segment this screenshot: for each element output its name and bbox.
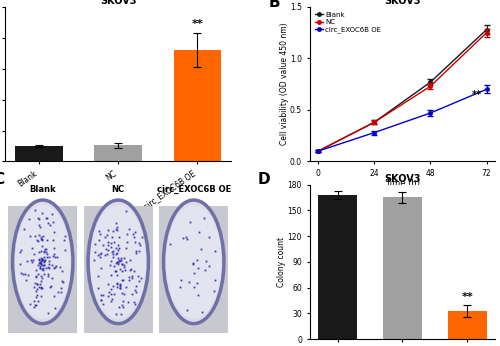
FancyBboxPatch shape	[8, 206, 78, 333]
Blank	[484, 27, 490, 31]
Bar	[174, 50, 221, 162]
circ_EXOC6B OE	[372, 130, 378, 135]
Blank	[372, 120, 378, 124]
NC	[315, 149, 321, 153]
Bar	[383, 198, 422, 339]
Bar	[94, 145, 142, 162]
Text: **: **	[192, 19, 203, 29]
Text: Blank: Blank	[30, 185, 56, 194]
Blank	[428, 80, 434, 84]
Text: **: **	[462, 292, 473, 302]
Title: SKOV3: SKOV3	[384, 174, 420, 184]
Y-axis label: Colony count: Colony count	[277, 237, 286, 287]
Circle shape	[90, 205, 146, 319]
FancyBboxPatch shape	[84, 206, 153, 333]
NC	[428, 84, 434, 88]
Text: circ_EXOC6B OE: circ_EXOC6B OE	[156, 185, 231, 194]
Bar	[448, 311, 486, 339]
Bar	[16, 146, 63, 162]
NC	[372, 120, 378, 124]
Text: NC: NC	[112, 185, 125, 194]
Text: D: D	[258, 172, 270, 187]
Text: **: **	[472, 90, 482, 100]
FancyBboxPatch shape	[159, 206, 228, 333]
Blank	[315, 149, 321, 153]
Circle shape	[166, 205, 222, 319]
circ_EXOC6B OE	[315, 149, 321, 153]
Circle shape	[12, 200, 73, 324]
NC	[484, 30, 490, 35]
X-axis label: Time (h): Time (h)	[385, 180, 420, 189]
Legend: Blank, NC, circ_EXOC6B OE: Blank, NC, circ_EXOC6B OE	[313, 10, 382, 35]
Circle shape	[164, 200, 224, 324]
Circle shape	[15, 205, 70, 319]
circ_EXOC6B OE	[428, 111, 434, 115]
Line: circ_EXOC6B OE: circ_EXOC6B OE	[316, 88, 488, 153]
circ_EXOC6B OE	[484, 87, 490, 91]
Circle shape	[88, 200, 148, 324]
Y-axis label: Cell viability (OD value 450 nm): Cell viability (OD value 450 nm)	[280, 23, 288, 145]
Text: B: B	[269, 0, 280, 10]
Title: SKOV3: SKOV3	[384, 0, 420, 6]
Line: Blank: Blank	[316, 28, 488, 153]
Title: SKOV3: SKOV3	[100, 0, 136, 6]
Text: C: C	[0, 172, 5, 187]
Bar	[318, 195, 357, 339]
Line: NC: NC	[316, 31, 488, 153]
